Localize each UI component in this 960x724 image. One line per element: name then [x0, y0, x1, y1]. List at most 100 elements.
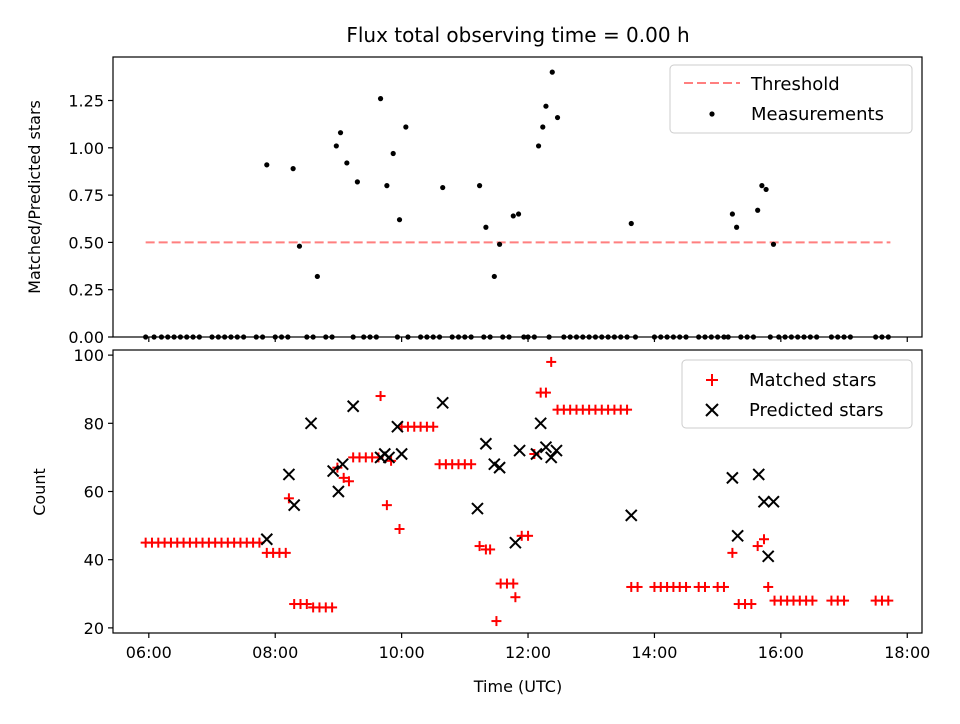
predicted-star-point	[757, 495, 771, 508]
predicted-star-point	[550, 444, 563, 457]
measurement-point	[828, 334, 835, 340]
ratio-data-marks	[143, 69, 891, 340]
measurement-point	[515, 211, 522, 217]
matched-star-point	[508, 578, 519, 589]
ratio-legend: Threshold Measurements	[669, 64, 913, 134]
measurement-point	[500, 334, 506, 340]
measurement-point	[561, 334, 567, 340]
count-y-axis-label: Count	[30, 468, 49, 516]
y-tick-label: 80	[84, 414, 104, 433]
measurement-point	[417, 334, 424, 340]
matched-star-point	[375, 391, 386, 402]
measurement-point	[841, 334, 847, 340]
measurement-point	[259, 334, 266, 340]
measurement-point	[531, 334, 537, 340]
measurement-point	[879, 334, 885, 340]
measurement-point	[241, 334, 247, 340]
predicted-star-point	[493, 461, 506, 474]
matched-star-point	[681, 581, 692, 592]
measurement-point	[592, 334, 599, 340]
measurement-point	[496, 241, 503, 247]
measurement-point	[304, 334, 310, 340]
measurement-point	[344, 160, 350, 166]
x-tick-label: 10:00	[379, 643, 425, 662]
measurement-point	[847, 334, 853, 340]
measurement-point	[788, 334, 794, 340]
y-tick-label: 1.25	[68, 92, 104, 111]
measurement-point	[158, 334, 165, 340]
measurement-point	[586, 334, 592, 340]
predicted-star-point	[336, 458, 349, 471]
count-axis-ticks: 06:00 08:00 10:00 12:00 14:00 16:00 18:00 20 40 6…	[73, 346, 930, 662]
measurement-point	[333, 143, 339, 149]
ratio-axis-ticks: 0.00 0.25 0.50 0.75 1.00 1.25	[68, 92, 908, 347]
measurement-point	[651, 334, 658, 340]
matched-star-point	[632, 581, 643, 592]
matched-star-point	[510, 592, 521, 603]
measurement-point	[618, 334, 624, 340]
measurement-point	[734, 224, 740, 230]
predicted-star-point	[530, 447, 543, 461]
measurement-point	[323, 334, 329, 340]
matched-star-point	[301, 599, 312, 610]
measurement-point	[361, 334, 367, 340]
matched-star-point	[839, 595, 850, 606]
measurement-point	[708, 334, 714, 340]
predicted-star-point	[326, 464, 340, 478]
measurement-point	[165, 334, 171, 340]
x-tick-label: 14:00	[631, 643, 677, 662]
measurement-point	[770, 241, 777, 247]
predicted-star-point	[479, 437, 493, 450]
measurement-point	[755, 207, 761, 213]
matched-star-point	[428, 421, 439, 432]
matched-star-point	[752, 541, 763, 552]
measurement-point	[573, 334, 580, 340]
matched-star-point	[474, 541, 485, 552]
predicted-star-point	[332, 485, 345, 498]
measurement-point	[763, 186, 769, 193]
predicted-star-point	[731, 529, 744, 543]
measurement-point	[725, 334, 731, 340]
ratio-plot-frame	[112, 56, 923, 338]
measurement-point	[440, 184, 446, 191]
measurement-point	[468, 334, 474, 340]
ratio-y-axis-label: Matched/Predicted stars	[25, 100, 44, 294]
y-tick-label: 40	[84, 551, 104, 570]
matched-star-point	[746, 599, 757, 610]
matched-star-point	[394, 524, 405, 535]
measurement-point	[390, 150, 396, 157]
measurement-point	[801, 334, 807, 340]
measurement-point	[143, 334, 149, 340]
count-data-marks	[140, 356, 894, 627]
measurements-legend-swatch	[709, 111, 715, 117]
measurement-point	[605, 334, 611, 340]
matched-star-point	[485, 544, 496, 555]
measurement-point	[546, 334, 552, 340]
measurement-point	[744, 334, 750, 340]
measurement-point	[702, 334, 708, 340]
measurement-point	[151, 334, 157, 340]
measurement-point	[350, 334, 356, 340]
predicted-star-point	[395, 447, 408, 461]
measurement-point	[580, 334, 586, 340]
matched-star-point	[327, 602, 338, 613]
measurement-point	[367, 334, 373, 340]
measurement-point	[540, 124, 546, 130]
measurement-point	[476, 183, 483, 189]
measurement-point	[696, 334, 702, 340]
measurement-point	[795, 334, 801, 340]
measurement-point	[354, 179, 360, 185]
measurement-point	[285, 334, 291, 340]
measurement-point	[329, 334, 335, 340]
predicted-star-point	[726, 471, 739, 485]
matched-star-point	[763, 581, 774, 592]
measurement-point	[222, 334, 228, 340]
measurement-point	[750, 334, 757, 340]
measurement-point	[272, 334, 278, 340]
measurement-point	[664, 334, 670, 340]
matched-star-point	[546, 356, 557, 367]
measurement-point	[396, 217, 403, 223]
matched-star-point	[758, 534, 769, 545]
y-tick-label: 100	[73, 346, 104, 365]
measurement-point	[554, 114, 561, 121]
